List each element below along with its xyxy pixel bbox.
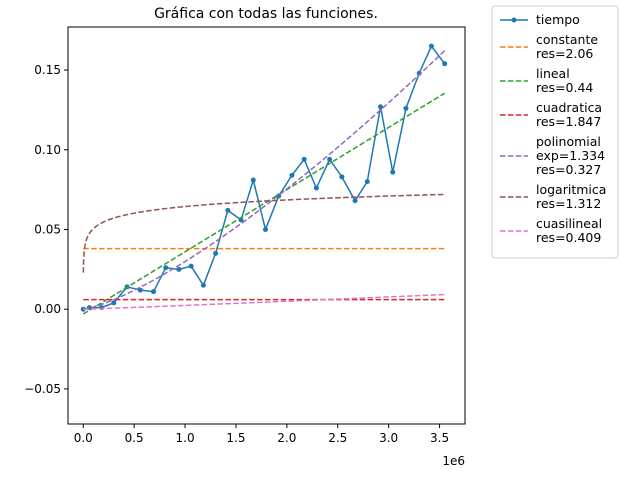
chart-title: Gráfica con todas las funciones. — [154, 6, 378, 22]
data-point — [301, 156, 307, 162]
x-tick-label: 0.5 — [125, 431, 144, 445]
data-point — [327, 156, 333, 162]
data-point — [111, 300, 117, 306]
legend-label: tiempo — [536, 12, 580, 27]
data-point — [176, 266, 182, 272]
data-point — [352, 198, 358, 204]
series-line-tiempo — [83, 44, 446, 310]
y-tick-label: 0.00 — [34, 302, 61, 316]
data-point — [200, 282, 206, 288]
data-point — [213, 250, 219, 256]
legend-label: res=2.06 — [536, 46, 593, 61]
data-point — [289, 172, 295, 178]
series-line-lineal — [82, 92, 446, 315]
data-point — [390, 169, 396, 175]
data-point — [151, 289, 157, 295]
data-point — [313, 185, 319, 191]
series-line-polinomial — [83, 50, 446, 310]
data-point — [80, 306, 86, 312]
legend-label: res=0.44 — [536, 80, 593, 95]
legend-label: lineal — [536, 66, 570, 81]
y-tick-label: −0.05 — [24, 382, 61, 396]
y-tick-label: 0.15 — [34, 63, 61, 77]
data-point — [250, 177, 256, 183]
data-point — [137, 287, 143, 293]
data-point — [339, 174, 345, 180]
legend-label: exp=1.334 — [536, 148, 605, 163]
legend-label: res=0.327 — [536, 162, 601, 177]
data-point — [163, 265, 169, 271]
x-tick-label: 2.0 — [277, 431, 296, 445]
series-line-cuasilineal — [83, 293, 445, 310]
y-tick-label: 0.10 — [34, 143, 61, 157]
x-offset-label: 1e6 — [442, 454, 465, 468]
data-point — [225, 207, 231, 213]
data-point — [188, 263, 194, 269]
legend-label: cuadratica — [536, 100, 602, 115]
series-group — [80, 43, 448, 315]
x-tick-label: 3.0 — [379, 431, 398, 445]
x-tick-label: 1.5 — [226, 431, 245, 445]
y-axis: −0.05 0.00 0.05 0.10 0.15 — [24, 63, 68, 396]
legend-label: res=1.312 — [536, 196, 601, 211]
x-tick-label: 1.0 — [176, 431, 195, 445]
data-point — [262, 226, 268, 232]
legend-label: polinomial — [536, 134, 601, 149]
legend-label: res=1.847 — [536, 114, 601, 129]
data-point — [378, 104, 384, 110]
y-tick-label: 0.05 — [34, 222, 61, 236]
data-point — [428, 43, 434, 49]
x-axis: 0.0 0.5 1.0 1.5 2.0 2.5 3.0 3.5 — [74, 424, 449, 445]
data-point — [403, 105, 409, 111]
plot-frame — [67, 26, 466, 425]
legend-label: cuasilineal — [536, 216, 602, 231]
legend-marker — [511, 17, 517, 23]
plot-area — [80, 43, 448, 315]
legend-label: constante — [536, 32, 598, 47]
legend-label: res=0.409 — [536, 230, 601, 245]
x-tick-label: 0.0 — [74, 431, 93, 445]
series-line-logaritmica — [82, 193, 445, 273]
legend-label: logaritmica — [536, 182, 606, 197]
data-point — [364, 179, 370, 185]
legend-box — [491, 5, 619, 259]
data-point — [442, 61, 448, 67]
x-tick-label: 2.5 — [328, 431, 347, 445]
x-tick-label: 3.5 — [430, 431, 449, 445]
